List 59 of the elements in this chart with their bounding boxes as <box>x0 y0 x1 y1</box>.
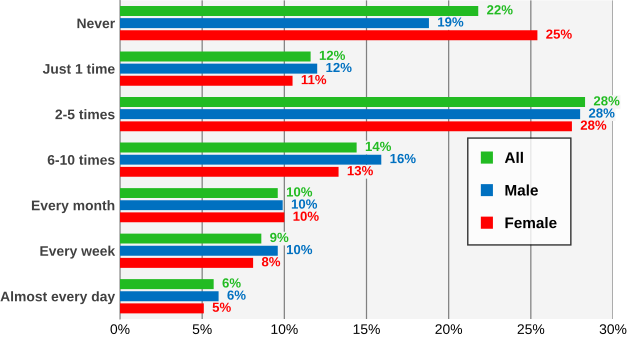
bar <box>120 166 339 177</box>
data-label: 28% <box>580 120 606 130</box>
bar <box>120 258 254 268</box>
y-tick-label: 2-5 times <box>55 109 115 120</box>
bar <box>120 212 284 222</box>
y-tick-label: Never <box>77 18 115 28</box>
x-tick-label: 25% <box>518 324 544 334</box>
x-tick-label: 0% <box>110 324 130 334</box>
data-label: 9% <box>270 232 288 242</box>
data-label: 22% <box>487 5 513 14</box>
bar <box>120 188 278 198</box>
data-label: 5% <box>212 302 231 312</box>
data-label: 10% <box>292 199 318 209</box>
x-tick-label: 30% <box>600 324 626 334</box>
data-label: 6% <box>227 290 246 300</box>
bar <box>120 154 382 165</box>
y-tick-label: Just 1 time <box>42 64 115 74</box>
data-label: 14% <box>366 142 392 152</box>
bar <box>120 303 204 314</box>
data-label: 28% <box>594 96 620 106</box>
x-tick-label: 10% <box>271 324 298 334</box>
bar <box>120 97 586 107</box>
data-label: 13% <box>348 166 373 176</box>
legend-label: All <box>504 152 523 163</box>
x-tick-label: 15% <box>354 324 380 334</box>
data-label: 12% <box>326 62 352 72</box>
bar <box>120 76 293 86</box>
data-label: 10% <box>286 187 312 197</box>
data-label: 25% <box>546 29 572 39</box>
y-tick-label: Almost every day <box>0 291 116 304</box>
bar <box>120 279 214 290</box>
bar <box>120 6 478 16</box>
bar <box>120 64 318 74</box>
bar <box>120 291 219 302</box>
bar <box>120 30 538 40</box>
x-tick-label: 5% <box>192 324 212 334</box>
legend-label: Female <box>505 216 557 228</box>
data-label: 6% <box>222 278 241 288</box>
bar <box>120 109 580 120</box>
data-label: 11% <box>302 75 326 84</box>
y-tick-label: Every week <box>40 246 116 259</box>
bar <box>120 18 429 28</box>
data-label: 12% <box>320 50 346 60</box>
x-tick-label: 20% <box>435 324 462 334</box>
data-label: 10% <box>286 244 312 254</box>
data-label: 16% <box>390 154 416 164</box>
bar <box>120 234 262 244</box>
bar <box>120 121 572 132</box>
y-tick-label: Every month <box>32 200 114 214</box>
data-label: 28% <box>588 108 615 118</box>
data-label: 8% <box>262 257 280 266</box>
data-label: 19% <box>438 17 464 27</box>
bar <box>120 246 278 256</box>
bar <box>120 52 311 62</box>
bar <box>120 200 283 210</box>
data-label: 10% <box>293 212 319 221</box>
y-tick-label: 6-10 times <box>48 154 115 165</box>
bar <box>120 142 357 153</box>
legend-label: Male <box>505 184 538 196</box>
